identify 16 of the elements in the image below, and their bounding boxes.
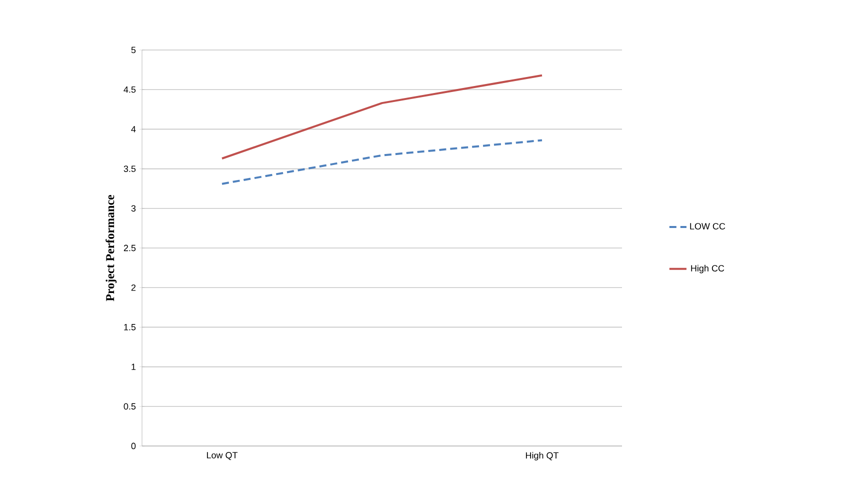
y-tick-label: 2.5: [124, 244, 136, 252]
y-tick-label: 4: [131, 126, 136, 132]
y-tick-label: 0: [131, 442, 136, 450]
y-tick-label: 5: [131, 46, 136, 54]
x-tick-label: High QT: [526, 452, 559, 460]
y-tick-label: 4.5: [124, 86, 136, 93]
y-tick-label: 0.5: [124, 403, 136, 410]
y-axis-title: Project Performance: [106, 194, 117, 302]
x-tick-label: Low QT: [206, 452, 238, 460]
y-tick-label: 1.5: [124, 324, 136, 330]
y-tick-label: 3.5: [124, 166, 136, 172]
legend-label: High CC: [691, 264, 724, 274]
legend-label: LOW CC: [690, 223, 726, 230]
y-tick-label: 2: [131, 284, 136, 291]
y-tick-label: 3: [131, 205, 136, 212]
y-tick-label: 1: [132, 364, 136, 370]
